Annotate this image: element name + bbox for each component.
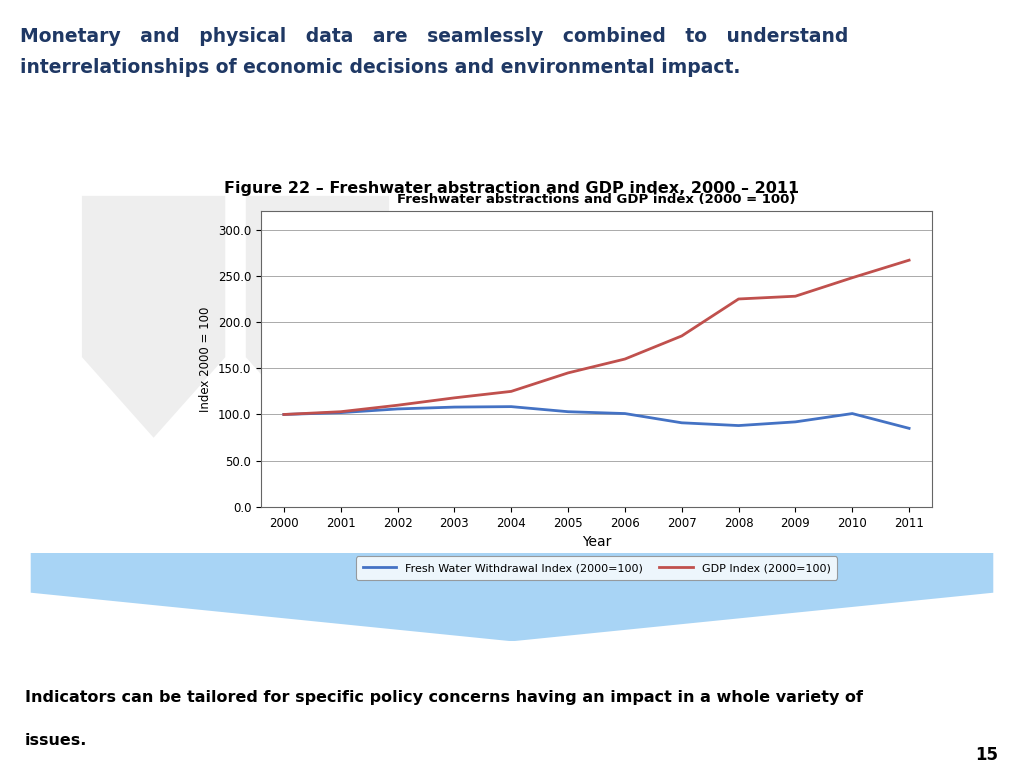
Fresh Water Withdrawal Index (2000=100) [335,408,347,417]
X-axis label: Year: Year [582,535,611,549]
GDP Index (2000=100) [505,387,517,396]
Fresh Water Withdrawal Index (2000=100) [618,409,631,418]
Text: Indicators can be tailored for specific policy concerns having an impact in a wh: Indicators can be tailored for specific … [25,690,863,705]
Text: Figure 22 – Freshwater abstraction and GDP index, 2000 – 2011: Figure 22 – Freshwater abstraction and G… [224,180,800,196]
Fresh Water Withdrawal Index (2000=100) [391,404,403,413]
GDP Index (2000=100) [335,407,347,416]
Polygon shape [82,196,225,438]
GDP Index (2000=100) [562,369,574,378]
Fresh Water Withdrawal Index (2000=100) [903,424,915,433]
GDP Index (2000=100) [618,355,631,364]
Text: interrelationships of economic decisions and environmental impact.: interrelationships of economic decisions… [20,58,740,77]
Fresh Water Withdrawal Index (2000=100) [732,421,744,430]
GDP Index (2000=100) [676,331,688,340]
Text: issues.: issues. [25,733,87,748]
Fresh Water Withdrawal Index (2000=100) [278,410,290,419]
Fresh Water Withdrawal Index (2000=100) [846,409,858,418]
GDP Index (2000=100) [846,273,858,283]
Fresh Water Withdrawal Index (2000=100) [790,417,802,426]
Fresh Water Withdrawal Index (2000=100) [449,402,461,412]
Fresh Water Withdrawal Index (2000=100) [676,419,688,428]
Title: Freshwater abstractions and GDP index (2000 = 100): Freshwater abstractions and GDP index (2… [397,193,796,206]
Text: 15: 15 [976,746,998,764]
GDP Index (2000=100) [391,401,403,410]
Y-axis label: Index 2000 = 100: Index 2000 = 100 [200,306,212,412]
Line: GDP Index (2000=100): GDP Index (2000=100) [284,260,909,415]
Fresh Water Withdrawal Index (2000=100) [505,402,517,411]
GDP Index (2000=100) [790,292,802,301]
Fresh Water Withdrawal Index (2000=100) [562,407,574,416]
Text: Monetary   and   physical   data   are   seamlessly   combined   to   understand: Monetary and physical data are seamlessl… [20,27,849,46]
GDP Index (2000=100) [278,410,290,419]
Legend: Fresh Water Withdrawal Index (2000=100), GDP Index (2000=100): Fresh Water Withdrawal Index (2000=100),… [356,556,837,580]
Line: Fresh Water Withdrawal Index (2000=100): Fresh Water Withdrawal Index (2000=100) [284,406,909,429]
GDP Index (2000=100) [732,294,744,303]
GDP Index (2000=100) [449,393,461,402]
GDP Index (2000=100) [903,256,915,265]
Polygon shape [246,196,389,438]
Polygon shape [31,553,993,641]
